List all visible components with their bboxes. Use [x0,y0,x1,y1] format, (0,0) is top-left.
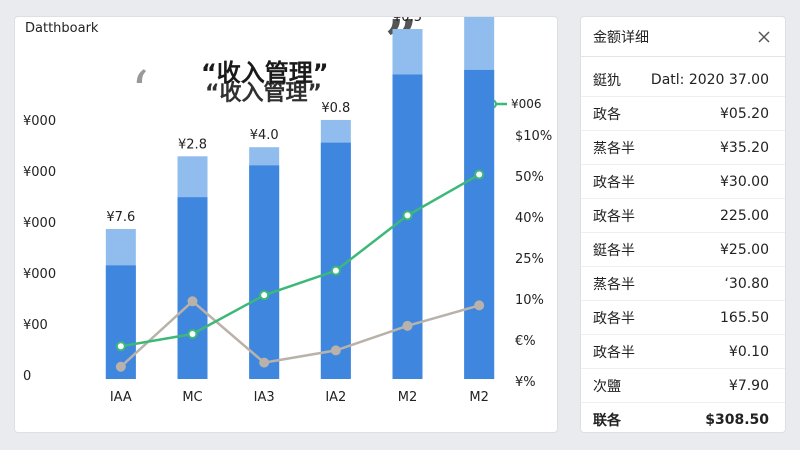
detail-row-label: 联各 [593,413,621,429]
right-tick-label: 40% [515,211,544,226]
secondary-series-line-point [474,300,485,311]
bar-value-label: ¥4.0 [250,128,279,143]
left-tick-label: ¥000 [23,114,56,129]
detail-row-label: 次鹽 [593,378,621,395]
detail-row-label: 政各半 [593,344,635,361]
primary-series-line-point [259,290,270,301]
detail-row-label: 政各半 [593,208,635,225]
detail-row-value: ¥30.00 [720,173,769,190]
detail-row: 政各半 225.00 [581,199,785,233]
detail-row-value: ¥05.20 [720,105,769,122]
close-button[interactable] [755,28,773,46]
detail-row: 政各 ¥05.20 [581,97,785,131]
detail-row-value: ¥35.20 [720,139,769,156]
dashboard-title: Datthboark [25,21,99,36]
right-tick-label: 25% [515,252,544,267]
bar-inner [320,142,351,379]
detail-row: 政各半 ¥30.00 [581,165,785,199]
x-tick-label: IA3 [254,390,275,405]
left-tick-label: ¥000 [23,216,56,231]
revenue-chart: ¥000¥000¥000¥000¥000$10%50%40%25%10%€%¥%… [23,17,552,405]
bar-inner [105,265,136,379]
detail-row: 鋌各半 ¥25.00 [581,233,785,267]
right-tick-label: $10% [515,129,552,144]
secondary-series-line-point [187,296,198,307]
primary-series-line [120,173,480,348]
bar-value-label: ¥0.8 [321,101,350,116]
detail-row-label: 政各 [593,106,621,123]
detail-row-label: 蒸各半 [593,140,635,157]
right-tick-label: €% [515,334,536,349]
secondary-series-line-point [115,361,126,372]
right-tick-label: 10% [515,293,544,308]
left-tick-label: ¥000 [23,267,56,282]
panel-title: 金额详细 [593,29,649,46]
detail-row: 次鹽 ¥7.90 [581,369,785,403]
detail-row: 政各半 165.50 [581,301,785,335]
bar-value-label: ¥2.8 [178,137,207,152]
quote-open-mark: ‘ [131,60,149,125]
x-tick-label: M2 [398,390,418,405]
detail-row: 政各半 ¥0.10 [581,335,785,369]
chart-title: “收入管理” [201,59,329,87]
secondary-series-line-point [402,320,413,331]
detail-row-label: 蒸各半 [593,276,635,293]
secondary-series-line-point [259,357,270,368]
detail-panel: 金额详细 鋌犰 Datl: 2020 37.00 政各 ¥05.20 蒸各半 ¥35.20… [580,16,786,433]
primary-series-line-point [187,329,198,340]
detail-row: 蒸各半 ‘30.80 [581,267,785,301]
detail-row-label: 鋌犰 [593,72,621,89]
x-tick-label: M2 [469,390,489,405]
left-tick-label: ¥00 [23,318,48,333]
left-tick-label: 0 [23,369,31,384]
detail-rows: 鋌犰 Datl: 2020 37.00 政各 ¥05.20 蒸各半 ¥35.20 政各半 ¥3… [581,63,785,437]
bar-inner [392,74,423,380]
detail-row: 鋌犰 Datl: 2020 37.00 [581,63,785,97]
detail-row-value: 165.50 [720,309,769,326]
detail-row-value: 225.00 [720,207,769,224]
close-icon [758,30,770,43]
bar-value-label: ¥0.5 [393,17,422,25]
detail-row-value: ¥0.10 [728,343,769,360]
legend-label: ¥006 [511,97,542,111]
detail-row: 蒸各半 ¥35.20 [581,131,785,165]
right-tick-label: ¥% [515,375,536,390]
bar-inner [177,197,208,379]
detail-row-value: ¥7.90 [728,377,769,394]
x-tick-label: IAA [110,390,132,405]
detail-row: 联各 $308.50 [581,403,785,437]
left-tick-label: ¥000 [23,165,56,180]
detail-row-label: 政各半 [593,174,635,191]
x-tick-label: IA2 [325,390,346,405]
detail-row-value: ‘30.80 [724,275,769,292]
bar-inner [464,69,495,379]
panel-header: 金额详细 [581,17,785,57]
secondary-series-line-point [330,345,341,356]
right-tick-label: 50% [515,170,544,185]
detail-row-value: $308.50 [705,412,769,428]
secondary-series-line [119,299,480,368]
dashboard-card: Datthboark ‘ ” “收入管理” “收入管理” ¥006 ¥000¥0… [14,13,558,433]
detail-row-label: 政各半 [593,310,635,327]
detail-row-value: ¥25.00 [720,241,769,258]
chart-title-ghost: “收入管理” [205,81,322,106]
bar-inner [249,165,280,379]
primary-series-line-point [402,210,413,221]
bar-value-label: ¥7.6 [106,210,135,225]
detail-row-value: Datl: 2020 37.00 [650,71,769,88]
primary-series-line-point [474,169,485,180]
x-tick-label: MC [182,390,202,405]
detail-row-label: 鋌各半 [593,242,635,259]
primary-series-line-point [115,341,126,352]
primary-series-line-point [330,265,341,276]
